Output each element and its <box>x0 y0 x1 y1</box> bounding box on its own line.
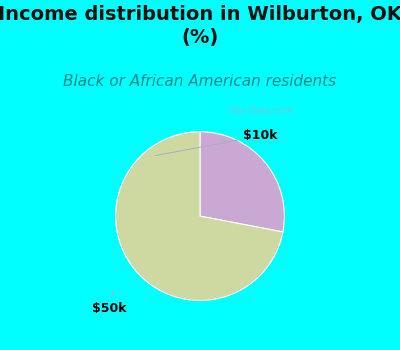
Text: Black or African American residents: Black or African American residents <box>64 74 336 89</box>
Text: $50k: $50k <box>92 291 127 315</box>
Wedge shape <box>116 132 283 301</box>
Text: Income distribution in Wilburton, OK
(%): Income distribution in Wilburton, OK (%) <box>0 5 400 47</box>
Text: City-Data.com: City-Data.com <box>229 106 293 115</box>
Text: $10k: $10k <box>155 130 278 156</box>
Wedge shape <box>200 132 284 232</box>
